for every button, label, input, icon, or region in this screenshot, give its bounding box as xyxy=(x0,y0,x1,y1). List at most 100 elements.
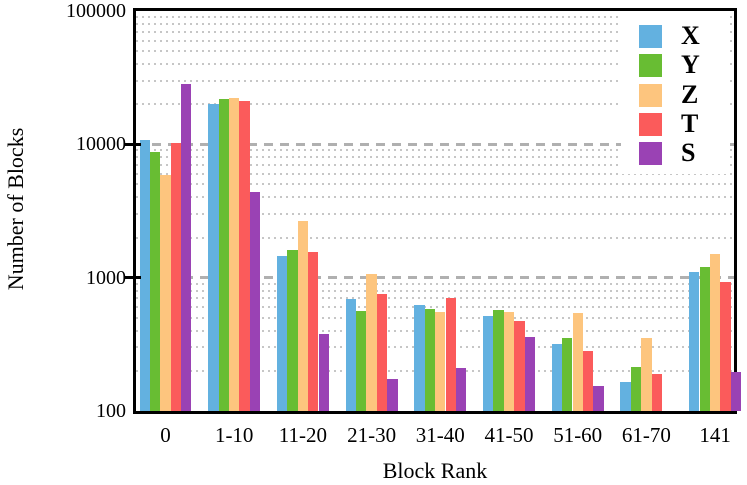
legend-label: Z xyxy=(681,79,699,109)
legend-item-T: T xyxy=(621,108,730,138)
y-tick-label: 100 xyxy=(96,400,126,422)
bar-T-41-50 xyxy=(514,321,525,411)
bar-T-61-70 xyxy=(651,373,662,411)
bar-X-61-70 xyxy=(620,382,631,411)
bar-Z-31-40 xyxy=(435,312,446,411)
legend-swatch-S xyxy=(639,142,662,166)
x-axis-title: Block Rank xyxy=(382,458,488,483)
legend-item-S: S xyxy=(621,138,730,168)
gridline-minor xyxy=(136,163,734,166)
bar-S-141 xyxy=(730,372,742,411)
gridline-minor xyxy=(136,79,734,82)
gridline-minor xyxy=(136,63,734,66)
gridline-minor xyxy=(136,156,734,159)
bar-S-21-30 xyxy=(387,378,398,411)
x-tick-label: 21-30 xyxy=(347,423,397,447)
gridline-minor xyxy=(136,50,734,53)
axis-tick-marks-layer xyxy=(124,11,734,411)
bar-X-41-50 xyxy=(483,315,494,411)
gridline-minor xyxy=(136,16,734,19)
bar-Z-41-50 xyxy=(503,312,515,411)
bar-Z-21-30 xyxy=(366,274,377,411)
y-axis-tick-mark xyxy=(124,276,141,280)
y-tick-label: 10000 xyxy=(76,133,126,156)
bar-T-1-10 xyxy=(239,101,250,411)
bar-S-1-10 xyxy=(249,191,261,411)
bar-T-0 xyxy=(170,143,182,411)
bar-S-41-50 xyxy=(524,336,535,411)
gridline-minor xyxy=(136,213,734,216)
gridline-minor xyxy=(136,306,734,309)
legend-label: X xyxy=(681,21,700,50)
bar-X-21-30 xyxy=(345,299,356,411)
bar-Z-61-70 xyxy=(641,338,652,411)
x-tick-label: 61-70 xyxy=(621,423,671,447)
gridline-minor xyxy=(136,297,734,300)
legend-label: T xyxy=(681,108,699,138)
x-tick-label: 41-50 xyxy=(484,423,534,447)
legend-item-Z: Z xyxy=(621,79,730,109)
x-tick-label: 11-20 xyxy=(278,423,327,447)
y-tick-label: 100000 xyxy=(66,0,126,22)
bar-Z-51-60 xyxy=(572,312,583,411)
x-tick-label: 31-40 xyxy=(415,423,465,447)
gridline-minor xyxy=(136,172,734,175)
legend-label: Y xyxy=(681,50,700,80)
legend-swatch-Y xyxy=(639,54,662,78)
legend-swatch-X xyxy=(639,25,662,48)
legend-swatch-T xyxy=(639,112,662,136)
bar-Z-0 xyxy=(160,174,171,411)
bar-Y-141 xyxy=(699,267,710,411)
legend-swatch-Z xyxy=(639,83,662,107)
bar-Y-21-30 xyxy=(356,311,367,411)
bar-X-51-60 xyxy=(551,343,563,411)
gridline-minor xyxy=(136,149,734,152)
gridline-minor xyxy=(136,236,734,239)
y-axis-tick-mark xyxy=(124,142,141,146)
gridline-major xyxy=(136,142,734,146)
x-tick-label: 0 xyxy=(160,423,171,447)
bar-T-141 xyxy=(720,281,731,411)
bar-X-141 xyxy=(689,272,700,411)
bar-Y-1-10 xyxy=(218,99,229,411)
bar-Y-11-20 xyxy=(287,250,298,411)
gridlines-layer xyxy=(136,11,734,411)
bar-X-1-10 xyxy=(208,104,219,411)
gridline-minor xyxy=(136,183,734,186)
bar-Y-31-40 xyxy=(424,309,436,411)
bar-Y-61-70 xyxy=(630,366,642,411)
bar-X-11-20 xyxy=(276,256,288,411)
bar-S-11-20 xyxy=(318,333,329,411)
gridline-minor xyxy=(136,39,734,42)
bar-Z-141 xyxy=(709,254,721,411)
bar-Y-0 xyxy=(149,151,161,411)
gridline-minor xyxy=(136,282,734,285)
legend-label: S xyxy=(681,138,696,168)
bar-T-31-40 xyxy=(445,298,456,411)
gridline-major xyxy=(136,276,734,280)
bar-Z-1-10 xyxy=(229,98,240,411)
x-tick-label: 141 xyxy=(699,423,731,447)
bar-T-21-30 xyxy=(376,294,388,411)
gridline-minor xyxy=(136,30,734,33)
gridline-minor xyxy=(136,22,734,25)
bar-Y-41-50 xyxy=(493,310,504,411)
bar-S-0 xyxy=(181,83,192,411)
bar-T-51-60 xyxy=(582,351,594,411)
y-axis-title: Number of Blocks xyxy=(3,127,28,291)
gridline-minor xyxy=(136,289,734,292)
gridline-minor xyxy=(136,103,734,106)
bar-T-11-20 xyxy=(308,251,319,411)
bar-Z-11-20 xyxy=(297,221,309,411)
y-tick-label: 1000 xyxy=(86,266,126,289)
bar-S-51-60 xyxy=(593,385,604,411)
legend-item-Y: Y xyxy=(621,50,730,80)
bar-S-31-40 xyxy=(455,368,467,411)
gridline-minor xyxy=(136,196,734,199)
legend-item-X: X xyxy=(621,21,730,50)
x-tick-label: 51-60 xyxy=(553,423,603,447)
bar-X-0 xyxy=(139,139,150,411)
